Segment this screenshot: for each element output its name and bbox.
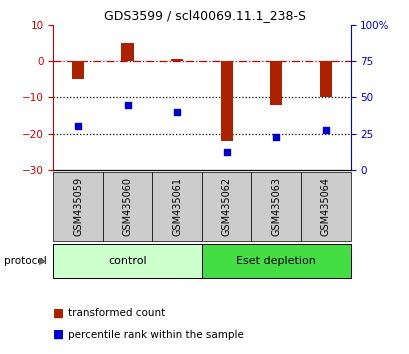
Text: ■: ■: [53, 328, 64, 341]
Point: [74, 124, 81, 129]
Bar: [251, 172, 300, 241]
Bar: [270, 61, 282, 104]
Bar: [72, 61, 84, 79]
Text: GSM435064: GSM435064: [320, 177, 330, 236]
Text: GSM435059: GSM435059: [73, 177, 83, 236]
Text: GSM435062: GSM435062: [221, 177, 231, 236]
Text: protocol: protocol: [4, 256, 47, 266]
Text: ▶: ▶: [39, 256, 47, 266]
Bar: [53, 244, 201, 278]
Bar: [201, 172, 251, 241]
Bar: [201, 244, 350, 278]
Bar: [300, 172, 350, 241]
Text: control: control: [108, 256, 146, 266]
Text: GSM435063: GSM435063: [271, 177, 281, 236]
Bar: [319, 61, 331, 97]
Bar: [152, 172, 202, 241]
Bar: [220, 61, 232, 141]
Bar: [171, 59, 183, 61]
Point: [223, 149, 229, 155]
Point: [124, 102, 130, 107]
Text: Eset depletion: Eset depletion: [236, 256, 315, 266]
Text: transformed count: transformed count: [67, 308, 164, 318]
Text: ■: ■: [53, 307, 64, 320]
Point: [322, 127, 328, 133]
Text: GSM435060: GSM435060: [122, 177, 132, 236]
Bar: [121, 43, 133, 61]
Bar: [53, 172, 103, 241]
Text: percentile rank within the sample: percentile rank within the sample: [67, 330, 243, 339]
Text: GSM435061: GSM435061: [172, 177, 182, 236]
Point: [272, 135, 279, 140]
Text: GDS3599 / scl40069.11.1_238-S: GDS3599 / scl40069.11.1_238-S: [104, 9, 305, 22]
Point: [173, 109, 180, 115]
Bar: [103, 172, 152, 241]
